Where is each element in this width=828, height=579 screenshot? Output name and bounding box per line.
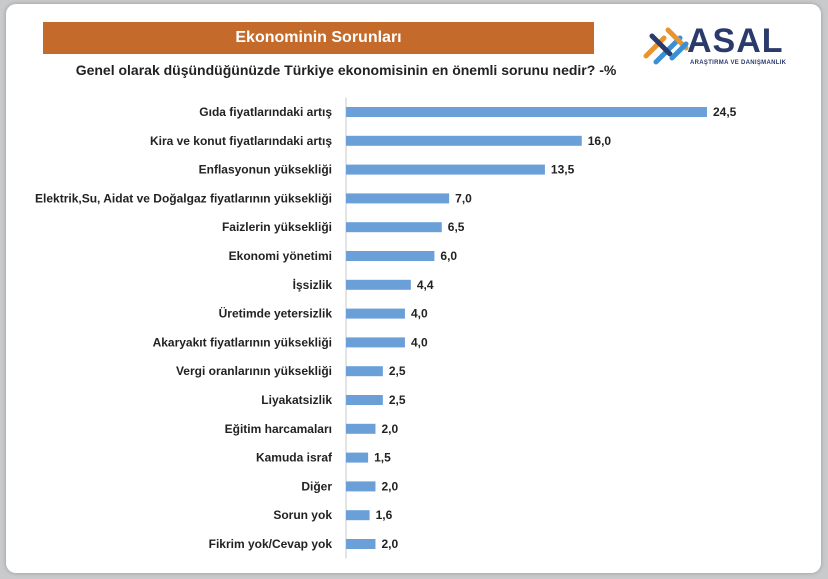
data-label: 2,0 bbox=[381, 422, 398, 436]
category-label: Diğer bbox=[301, 479, 332, 493]
data-label: 6,5 bbox=[448, 220, 465, 234]
bar bbox=[346, 366, 383, 377]
data-label: 2,0 bbox=[381, 479, 398, 493]
bar bbox=[346, 164, 545, 175]
category-label: Fikrim yok/Cevap yok bbox=[209, 537, 333, 551]
bar bbox=[346, 337, 405, 348]
data-label: 16,0 bbox=[588, 134, 612, 148]
category-label: Üretimde yetersizlik bbox=[219, 306, 333, 321]
data-label: 6,0 bbox=[440, 249, 457, 263]
category-label: Eğitim harcamaları bbox=[225, 422, 332, 436]
category-label: Akaryakıt fiyatlarının yüksekliği bbox=[153, 335, 332, 349]
logo-tagline: ARAŞTIRMA VE DANIŞMANLIK bbox=[690, 60, 787, 66]
data-label: 24,5 bbox=[713, 105, 737, 119]
bar bbox=[346, 279, 411, 290]
asal-logo: ASAL ARAŞTIRMA VE DANIŞMANLIK bbox=[642, 22, 792, 72]
data-label: 2,5 bbox=[389, 364, 406, 378]
chart-title-banner: Ekonominin Sorunları bbox=[43, 22, 594, 54]
data-label: 2,0 bbox=[381, 537, 398, 551]
data-label: 1,5 bbox=[374, 451, 391, 465]
logo-wordmark: ASAL bbox=[687, 22, 784, 60]
category-label: Sorun yok bbox=[273, 508, 332, 522]
bar bbox=[346, 539, 376, 549]
data-label: 13,5 bbox=[551, 163, 575, 177]
category-label: Elektrik,Su, Aidat ve Doğalgaz fiyatları… bbox=[35, 191, 332, 205]
bar bbox=[346, 308, 405, 319]
category-label: Gıda fiyatlarındaki artış bbox=[199, 105, 332, 119]
data-label: 1,6 bbox=[376, 508, 393, 522]
data-label: 4,4 bbox=[417, 278, 434, 292]
bar bbox=[346, 251, 435, 261]
category-label: Liyakatsizlik bbox=[261, 393, 332, 407]
chart-subtitle: Genel olarak düşündüğünüzde Türkiye ekon… bbox=[75, 62, 617, 78]
bar bbox=[346, 135, 582, 146]
logo-mark-icon bbox=[643, 27, 689, 65]
slide-frame: Ekonominin Sorunları Genel olarak düşünd… bbox=[6, 4, 821, 573]
category-label: Kamuda israf bbox=[256, 451, 333, 465]
chart-title: Ekonominin Sorunları bbox=[235, 29, 402, 46]
bar bbox=[346, 510, 370, 521]
data-label: 2,5 bbox=[389, 393, 406, 407]
bar bbox=[346, 423, 376, 434]
category-label: Vergi oranlarının yüksekliği bbox=[176, 364, 332, 378]
category-label: Kira ve konut fiyatlarındaki artış bbox=[150, 134, 332, 148]
bar bbox=[346, 395, 383, 405]
data-label: 4,0 bbox=[411, 335, 428, 349]
bar bbox=[346, 481, 376, 492]
category-label: İşsizlik bbox=[293, 277, 333, 292]
data-label: 4,0 bbox=[411, 307, 428, 321]
data-label: 7,0 bbox=[455, 191, 472, 205]
bar bbox=[346, 452, 369, 463]
category-label: Faizlerin yüksekliği bbox=[222, 220, 332, 234]
bar bbox=[346, 222, 442, 233]
category-label: Ekonomi yönetimi bbox=[229, 249, 332, 263]
bar bbox=[346, 193, 450, 204]
bar bbox=[346, 107, 707, 117]
category-label: Enflasyonun yüksekliği bbox=[199, 163, 332, 177]
